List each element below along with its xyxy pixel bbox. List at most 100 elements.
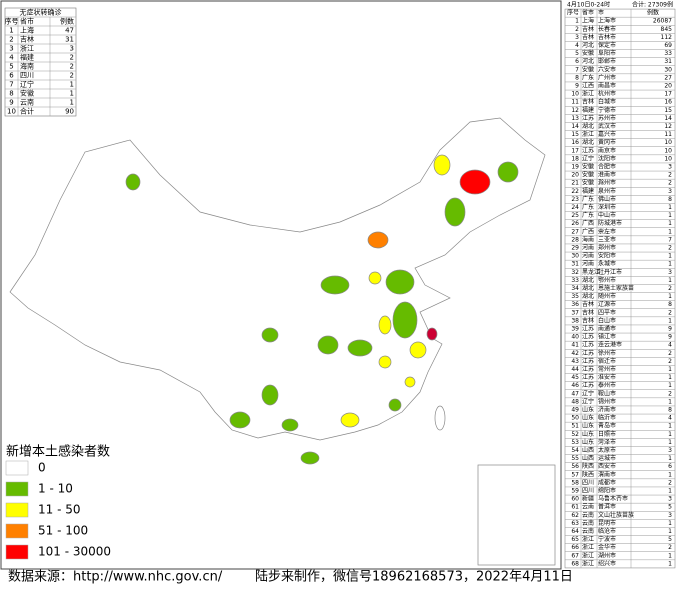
table-cell: 滁州市 (598, 179, 616, 187)
table-cell: 临沂市 (598, 414, 616, 422)
table-cell: 浙江 (582, 90, 594, 98)
table-cell: 宁波市 (598, 535, 616, 543)
table-cell: 2 (9, 36, 13, 44)
region (367, 231, 389, 249)
table-cell: 佛山市 (598, 195, 616, 203)
table-cell: 1 (668, 528, 672, 535)
table-cell: 河南 (582, 244, 594, 252)
table-cell: 6 (9, 72, 14, 80)
table-cell: 31 (65, 36, 74, 44)
table-cell: 福建 (582, 187, 594, 195)
table-cell: 5 (575, 50, 579, 57)
table-cell: 1 (668, 253, 672, 260)
table-cell: 41 (571, 342, 579, 349)
table-cell: 3 (70, 45, 74, 53)
table-cell: 14 (664, 115, 672, 122)
table-cell: 2 (668, 245, 672, 252)
table-cell: 1 (668, 261, 672, 268)
table-cell: 3 (668, 269, 672, 276)
table-cell: 济南市 (598, 406, 616, 414)
table-cell: 53 (571, 439, 579, 446)
table-cell: 2 (668, 358, 672, 365)
table-cell: 7 (668, 236, 672, 243)
table-cell: 1 (668, 398, 672, 405)
table-cell: 太原市 (598, 446, 616, 454)
table-cell: 广东 (582, 211, 594, 219)
table-cell: 5 (668, 504, 672, 511)
table-cell: 1 (668, 560, 672, 567)
table-cell: 上海 (20, 26, 34, 35)
column-header: 序号 (5, 17, 19, 26)
table-cell: 四川 (20, 72, 34, 80)
table-cell: 2 (668, 172, 672, 179)
table-cell: 55 (571, 455, 579, 462)
table-cell: 杭州市 (598, 90, 616, 98)
table-cell: 1 (668, 228, 672, 235)
table-cell: 上海 (582, 17, 594, 25)
table-cell: 8 (668, 407, 672, 414)
table-cell: 安徽 (20, 89, 34, 98)
legend-label: 101 - 30000 (38, 545, 111, 559)
table-cell: 淮安市 (598, 373, 616, 381)
table-cell: 浙江 (582, 130, 594, 138)
table-cell: 23 (571, 196, 579, 203)
table-cell: 30 (571, 253, 579, 260)
table-cell: 嘉兴市 (598, 130, 616, 138)
table-cell: 20 (664, 83, 672, 90)
table-cell: 2 (668, 180, 672, 187)
table-cell: 4 (9, 54, 14, 62)
table-cell: 常州市 (598, 365, 616, 373)
table-cell: 邯郸市 (598, 57, 616, 65)
table-cell: 48 (571, 398, 579, 405)
table-cell: 徐州市 (598, 349, 616, 357)
region (388, 398, 402, 412)
table-cell: 江苏 (582, 341, 594, 349)
table-cell: 49 (571, 407, 579, 414)
table-cell: 43 (571, 358, 579, 365)
table-cell: 2 (575, 26, 579, 33)
legend-title: 新增本土感染者数 (6, 444, 110, 460)
table-cell: 27 (571, 228, 579, 235)
table-cell: 33 (571, 277, 579, 284)
table-cell: 吉林 (582, 25, 594, 33)
legend-label: 0 (38, 461, 46, 475)
table-cell: 3 (575, 34, 579, 41)
table-cell: 浙江 (582, 551, 594, 559)
table-cell: 28 (571, 236, 579, 243)
table-cell: 湖北 (582, 276, 594, 284)
table-cell: 河北 (582, 41, 594, 49)
table-cell: 江苏 (582, 357, 594, 365)
table-cell: 南京市 (598, 146, 616, 154)
region (125, 173, 141, 191)
table-cell: 1 (668, 220, 672, 227)
table-frame (564, 8, 676, 569)
table-cell: 29 (571, 245, 579, 252)
table-cell: 35 (571, 293, 579, 300)
table-cell: 渭南市 (598, 470, 616, 478)
table-cell: 1 (70, 99, 74, 107)
table-cell: 长春市 (598, 25, 616, 33)
table-cell: 2 (70, 54, 74, 62)
table-cell: 海南 (20, 62, 34, 71)
table-cell: 25 (571, 212, 579, 219)
taiwan (434, 405, 446, 431)
table-cell: 辽宁 (20, 80, 34, 89)
table-cell: 15 (571, 131, 579, 138)
table-cell: 浙江 (20, 44, 34, 53)
table-cell: 阜阳市 (598, 49, 616, 57)
table-cell: 45 (571, 374, 579, 381)
legend-swatch (5, 502, 29, 518)
table-cell: 8 (9, 90, 13, 98)
table-cell: 江苏 (582, 365, 594, 373)
table-cell: 56 (571, 463, 579, 470)
table-cell: 金华市 (598, 543, 616, 551)
table-cell: 34 (571, 285, 579, 292)
table-cell: 江西 (582, 83, 594, 90)
table-cell: 山东 (582, 422, 594, 430)
table-cell: 14 (571, 123, 579, 130)
table-cell: 郑州市 (598, 244, 616, 252)
table-cell: 湖州市 (598, 551, 616, 559)
table-cell: 2 (70, 72, 74, 80)
table-cell: 50 (571, 415, 579, 422)
